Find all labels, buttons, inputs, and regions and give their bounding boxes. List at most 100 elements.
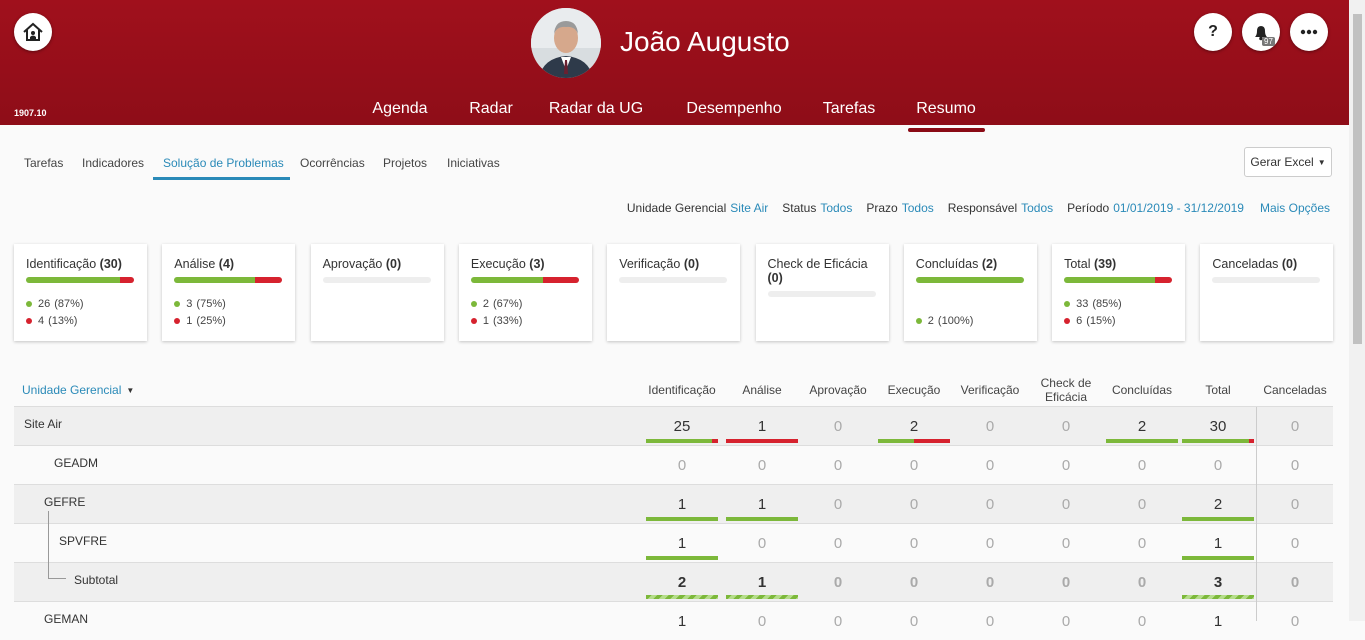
bar-ok xyxy=(174,277,256,283)
cell-bar xyxy=(646,439,718,443)
nav-item[interactable]: Agenda xyxy=(372,100,428,117)
cell-value: 0 xyxy=(909,535,919,552)
table-row: GEADM 0 0 0 0 0 0 0 0 0 xyxy=(14,445,1333,484)
cell-value: 0 xyxy=(1061,535,1071,552)
card-count: (0) xyxy=(385,257,402,271)
filter[interactable]: Prazo Todos xyxy=(866,201,933,215)
cell-bar xyxy=(1182,439,1254,443)
cell-value: 0 xyxy=(833,418,843,435)
card-title-text: Concluídas xyxy=(915,257,979,271)
cell-value: 0 xyxy=(1137,574,1147,591)
card-bar xyxy=(619,277,728,283)
nav-item[interactable]: Resumo xyxy=(916,100,976,117)
summary-card: Verificação (0) xyxy=(607,244,741,341)
cell-value: 0 xyxy=(985,613,995,630)
column-divider xyxy=(1256,407,1257,621)
cell-value: 0 xyxy=(833,613,843,630)
more-button[interactable] xyxy=(1290,13,1328,51)
bar-ok xyxy=(26,277,120,283)
cell-bar xyxy=(726,595,798,599)
cell-value: 0 xyxy=(1213,457,1223,474)
cell-value: 0 xyxy=(1290,535,1300,552)
cell-value: 0 xyxy=(1290,613,1300,630)
card-count: (0) xyxy=(683,257,700,271)
tab[interactable]: Projetos xyxy=(383,156,428,170)
nav-item[interactable]: Desempenho xyxy=(686,100,782,117)
percent: (67%) xyxy=(493,297,523,310)
count: 1 xyxy=(482,314,490,327)
cell-value: 0 xyxy=(985,418,995,435)
tab[interactable]: Indicadores xyxy=(82,156,145,170)
card-line: 6 (15%) xyxy=(1064,312,1173,329)
bar-ok xyxy=(1182,556,1254,560)
filter[interactable]: Responsável Todos xyxy=(948,201,1053,215)
card-line: 1 (33%) xyxy=(470,312,580,329)
cell-value: 0 xyxy=(677,457,687,474)
help-button[interactable]: ? xyxy=(1194,13,1232,51)
percent: (75%) xyxy=(196,297,226,310)
card-count: (0) xyxy=(1281,257,1298,271)
cell-bar xyxy=(1182,517,1254,521)
filter[interactable]: Unidade Gerencial Site Air xyxy=(627,201,768,215)
tab[interactable]: Ocorrências xyxy=(300,156,365,170)
export-label: Gerar Excel xyxy=(1250,155,1314,169)
table-row: GEFRE 1 1 0 0 0 0 0 2 0 xyxy=(14,484,1333,523)
card-title-text: Aprovação xyxy=(322,257,383,271)
filter-label: Prazo xyxy=(866,201,898,215)
cell-value: 0 xyxy=(1061,613,1071,630)
card-title-text: Canceladas xyxy=(1212,257,1279,271)
card-line: 2 (67%) xyxy=(470,295,580,312)
filter-value: 01/01/2019 - 31/12/2019 xyxy=(1113,201,1244,215)
column-header: Análise xyxy=(742,383,782,397)
cell-value: 1 xyxy=(677,496,687,513)
summary-card: Canceladas (0) xyxy=(1200,244,1334,341)
more-options[interactable]: Mais Opções xyxy=(1259,201,1330,215)
scrollbar-thumb[interactable] xyxy=(1353,14,1362,344)
summary-card: Aprovação (0) xyxy=(310,244,444,341)
cell-value: 1 xyxy=(1213,535,1223,552)
summary-card: Análise (4) 3 (75%) 1 (25%) xyxy=(162,244,296,341)
tab[interactable]: Solução de Problemas xyxy=(163,156,284,170)
cell-value: 0 xyxy=(985,496,995,513)
nav-item[interactable]: Radar xyxy=(469,100,513,117)
filter[interactable]: Período 01/01/2019 - 31/12/2019 xyxy=(1067,201,1244,215)
scrollbar[interactable] xyxy=(1349,0,1365,621)
bar-ok xyxy=(1182,517,1254,521)
cell-value: 0 xyxy=(757,457,767,474)
card-count: (0) xyxy=(767,271,783,285)
card-bar xyxy=(174,277,283,283)
unit-name: GEFRE xyxy=(44,495,86,509)
card-line: 33 (85%) xyxy=(1064,295,1173,312)
unit-name: Subtotal xyxy=(74,573,119,587)
export-button[interactable]: Gerar Excel ▼ xyxy=(1244,147,1332,177)
cell-value: 1 xyxy=(1213,613,1223,630)
notifications-button[interactable]: 97 xyxy=(1242,13,1280,51)
tab[interactable]: Iniciativas xyxy=(447,156,500,170)
cell-value: 2 xyxy=(909,418,919,435)
filter[interactable]: Status Todos xyxy=(782,201,852,215)
card-title: Verificação (0) xyxy=(619,257,728,271)
avatar xyxy=(531,8,601,78)
card-title-text: Identificação xyxy=(26,257,97,271)
bar-subtotal xyxy=(726,595,798,599)
unit-name: GEADM xyxy=(54,456,99,470)
count: 4 xyxy=(38,314,45,327)
cell-value: 0 xyxy=(1061,457,1071,474)
dot xyxy=(1064,317,1071,324)
bar-ok xyxy=(1182,439,1249,443)
cell-bar xyxy=(878,439,950,443)
column-header: Execução xyxy=(887,383,941,397)
card-title: Execução (3) xyxy=(471,257,580,271)
bar-subtotal xyxy=(646,595,718,599)
unit-header[interactable]: Unidade Gerencial ▼ xyxy=(22,383,134,397)
home-button[interactable] xyxy=(14,13,52,51)
cell-value: 0 xyxy=(1137,457,1147,474)
nav-item[interactable]: Tarefas xyxy=(822,100,876,117)
tab[interactable]: Tarefas xyxy=(24,156,64,170)
cell-value: 1 xyxy=(757,496,767,513)
card-count: (4) xyxy=(218,257,235,271)
card-bar xyxy=(915,277,1024,283)
table-row: SPVFRE 1 0 0 0 0 0 0 1 0 xyxy=(14,523,1333,562)
nav-item[interactable]: Radar da UG xyxy=(548,100,644,117)
cell-value: 0 xyxy=(909,496,919,513)
